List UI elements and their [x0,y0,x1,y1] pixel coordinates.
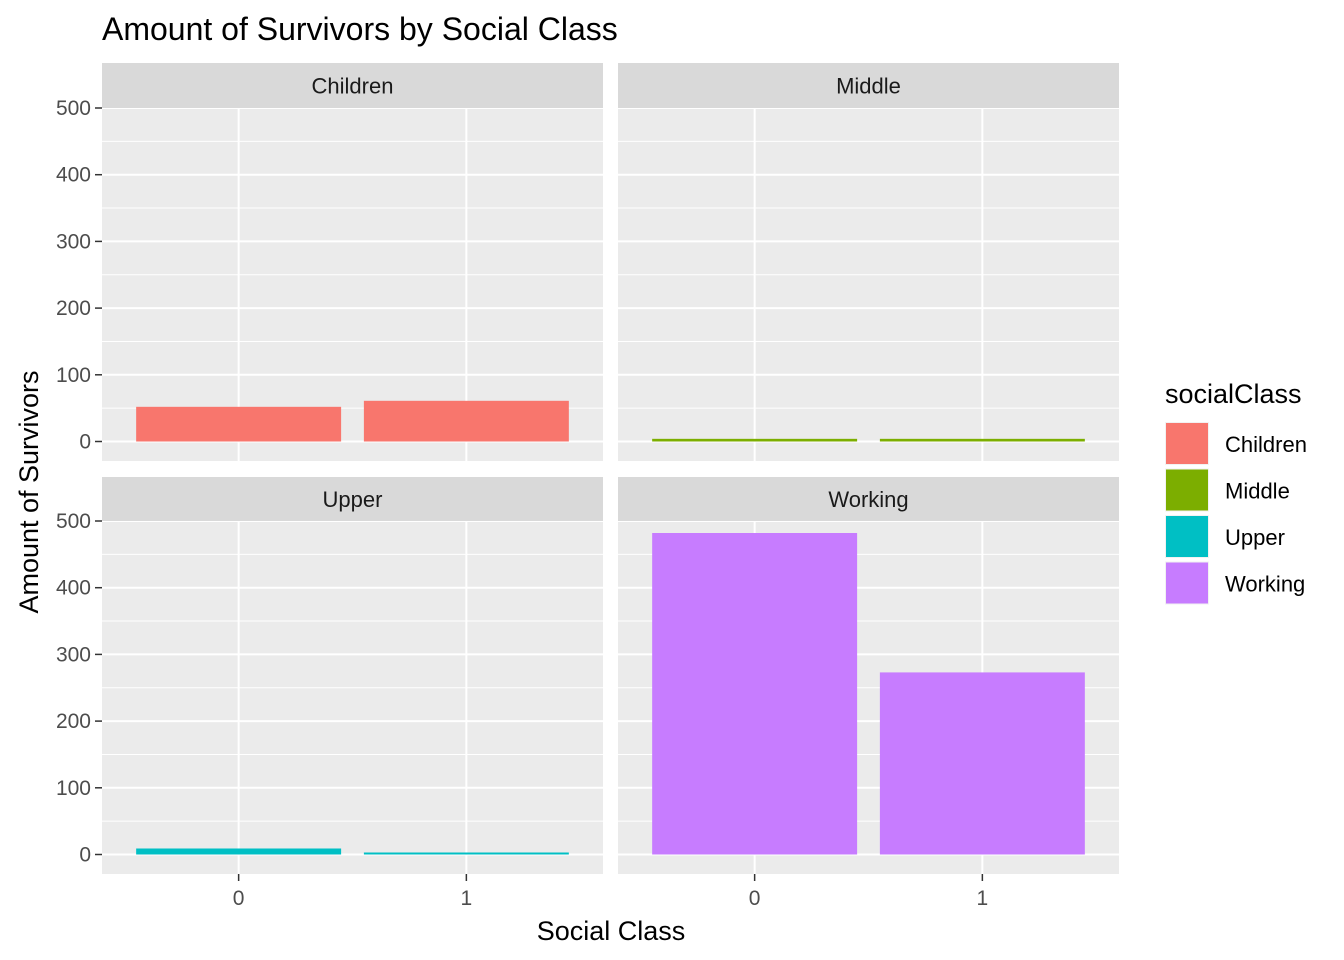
bar-middle-1 [879,438,1085,442]
x-tick-label: 0 [233,887,245,910]
y-tick-label: 300 [56,643,91,666]
y-tick-label: 100 [56,777,91,800]
legend-swatch [1166,423,1208,464]
facet-strip [102,63,603,108]
x-tick-label: 0 [749,887,761,910]
facet-working: Working [618,477,1119,874]
y-tick-label: 500 [56,510,91,533]
facet-strip-label: Upper [323,487,383,512]
chart-title: Amount of Survivors by Social Class [102,11,618,47]
bar-working-1 [879,672,1085,855]
legend: socialClass Children Middle Upper Working [1165,379,1307,605]
facet-strip-label: Children [312,74,394,99]
y-tick-label: 0 [79,844,91,867]
panel-background [102,521,603,874]
y-axes: 0 100 200 300 400 500 0 100 200 300 400 500 [56,97,102,867]
facet-strip-label: Working [828,487,908,512]
y-tick-label: 200 [56,710,91,733]
bar-working-0 [652,533,858,855]
y-tick-label: 0 [79,431,91,454]
bar-middle-0 [652,438,858,442]
facet-middle: Middle [618,63,1119,461]
legend-item-upper: Upper [1165,515,1285,558]
facet-upper: Upper [102,477,603,874]
legend-label: Working [1225,572,1305,597]
legend-item-working: Working [1165,561,1305,605]
y-axis-title: Amount of Survivors [14,370,44,613]
facet-strip [102,477,603,521]
legend-swatch [1166,469,1208,511]
y-tick-label: 200 [56,297,91,320]
legend-label: Upper [1225,525,1285,550]
facet-strip [618,477,1119,521]
legend-item-children: Children [1165,422,1307,465]
facet-panels: Children Middle Upper Working [102,63,1119,874]
legend-label: Children [1225,432,1307,457]
y-tick-label: 400 [56,577,91,600]
facet-strip [618,63,1119,108]
bar-upper-0 [136,848,342,855]
bar-children-0 [136,406,342,442]
x-tick-label: 1 [461,887,473,910]
x-tick-label: 1 [977,887,989,910]
bar-children-1 [363,400,569,442]
bar-upper-1 [363,852,569,855]
y-tick-label: 400 [56,164,91,187]
legend-item-middle: Middle [1165,468,1290,512]
y-tick-label: 300 [56,230,91,253]
x-axes: 0 1 0 1 [233,874,988,910]
legend-swatch [1166,516,1208,557]
y-tick-label: 500 [56,97,91,120]
facet-strip-label: Middle [836,74,901,99]
facet-children: Children [102,63,603,461]
panel-background [618,108,1119,461]
legend-swatch [1166,562,1208,604]
legend-title: socialClass [1165,379,1302,409]
x-axis-title: Social Class [537,916,686,946]
y-tick-label: 100 [56,364,91,387]
legend-label: Middle [1225,479,1290,504]
